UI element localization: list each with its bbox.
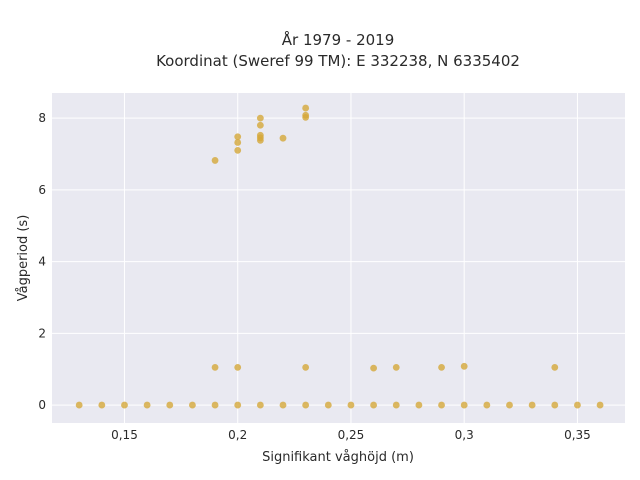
data-point (98, 401, 106, 409)
data-point (574, 401, 581, 409)
data-point (347, 401, 355, 409)
data-point (302, 104, 310, 112)
data-point (256, 114, 264, 122)
data-point (596, 401, 604, 409)
data-point (438, 401, 445, 409)
data-point (211, 401, 219, 409)
data-point (460, 401, 468, 409)
data-point (75, 401, 83, 409)
data-point (166, 401, 174, 409)
data-point (302, 364, 310, 371)
y-axis-ticks: 0 2 4 6 8 (38, 111, 46, 412)
chart-title-line-1: År 1979 - 2019 (282, 30, 395, 49)
data-point (211, 157, 219, 164)
plot-area (52, 93, 625, 423)
data-point (121, 401, 128, 409)
data-point (256, 401, 264, 409)
data-points (75, 104, 604, 409)
data-point (234, 401, 242, 409)
data-point (279, 401, 287, 409)
data-point (392, 401, 400, 409)
y-tick-label: 8 (38, 111, 46, 125)
x-tick-label: 0,3 (455, 428, 474, 442)
data-point (211, 364, 219, 371)
data-point (234, 139, 242, 146)
data-point (234, 133, 242, 141)
data-point (302, 111, 310, 119)
grid-lines (52, 93, 625, 423)
data-point (392, 364, 400, 371)
y-tick-label: 6 (38, 183, 46, 197)
data-point (370, 401, 378, 409)
x-tick-label: 0,2 (228, 428, 247, 442)
y-axis-label: Vågperiod (s) (16, 215, 31, 302)
data-point (324, 401, 332, 409)
y-tick-label: 2 (38, 326, 46, 340)
data-point (460, 362, 468, 370)
data-point (551, 364, 559, 371)
data-point (506, 401, 513, 409)
data-point (438, 364, 445, 371)
y-tick-label: 0 (38, 398, 46, 412)
data-point (483, 401, 491, 409)
data-point (370, 364, 378, 372)
x-tick-label: 0,35 (564, 428, 591, 442)
x-tick-label: 0,25 (338, 428, 365, 442)
chart-title-line-2: Koordinat (Sweref 99 TM): E 332238, N 63… (156, 52, 520, 70)
data-point (234, 146, 242, 154)
data-point (256, 121, 264, 129)
data-point (256, 131, 264, 139)
chart-title: År 1979 - 2019 Koordinat (Sweref 99 TM):… (156, 30, 520, 70)
y-tick-label: 4 (38, 255, 46, 269)
data-point (279, 134, 287, 142)
x-tick-label: 0,15 (111, 428, 138, 442)
data-point (415, 401, 423, 409)
data-point (189, 401, 196, 409)
data-point (143, 401, 151, 409)
data-point (234, 364, 242, 371)
x-axis-label: Signifikant våghöjd (m) (262, 450, 414, 465)
data-point (551, 401, 559, 409)
x-axis-ticks: 0,15 0,2 0,25 0,3 0,35 (111, 428, 591, 442)
data-point (528, 401, 536, 409)
data-point (302, 401, 310, 409)
